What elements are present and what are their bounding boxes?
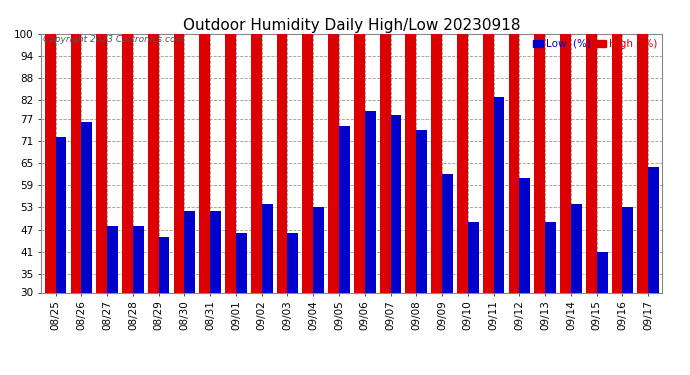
Bar	[159, 237, 170, 292]
Bar	[442, 174, 453, 292]
Bar	[468, 222, 479, 292]
Bar	[648, 167, 659, 292]
Bar	[406, 34, 416, 292]
Bar	[148, 34, 159, 292]
Bar	[184, 211, 195, 292]
Bar	[520, 178, 530, 292]
Bar	[107, 226, 118, 292]
Legend: Low  (%), High  (%): Low (%), High (%)	[533, 39, 657, 49]
Bar	[70, 34, 81, 292]
Bar	[56, 137, 66, 292]
Bar	[97, 34, 107, 292]
Bar	[199, 34, 210, 292]
Bar	[236, 233, 247, 292]
Bar	[339, 126, 350, 292]
Bar	[45, 34, 56, 292]
Bar	[328, 34, 339, 292]
Title: Outdoor Humidity Daily High/Low 20230918: Outdoor Humidity Daily High/Low 20230918	[183, 18, 521, 33]
Bar	[534, 34, 545, 292]
Bar	[277, 34, 288, 292]
Bar	[391, 115, 402, 292]
Text: Copyright 2023 Cartronics.com: Copyright 2023 Cartronics.com	[43, 35, 184, 44]
Bar	[431, 34, 442, 292]
Bar	[416, 130, 427, 292]
Bar	[560, 34, 571, 292]
Bar	[122, 34, 133, 292]
Bar	[225, 34, 236, 292]
Bar	[133, 226, 144, 292]
Bar	[483, 34, 493, 292]
Bar	[81, 123, 92, 292]
Bar	[365, 111, 375, 292]
Bar	[174, 34, 184, 292]
Bar	[545, 222, 556, 292]
Bar	[313, 207, 324, 292]
Bar	[354, 34, 365, 292]
Bar	[638, 34, 648, 292]
Bar	[493, 97, 504, 292]
Bar	[611, 34, 622, 292]
Bar	[597, 252, 607, 292]
Bar	[586, 34, 597, 292]
Bar	[251, 34, 262, 292]
Bar	[262, 204, 273, 292]
Bar	[210, 211, 221, 292]
Bar	[302, 34, 313, 292]
Bar	[288, 233, 298, 292]
Bar	[571, 204, 582, 292]
Bar	[380, 34, 391, 292]
Bar	[509, 34, 520, 292]
Bar	[457, 34, 468, 292]
Bar	[622, 207, 633, 292]
